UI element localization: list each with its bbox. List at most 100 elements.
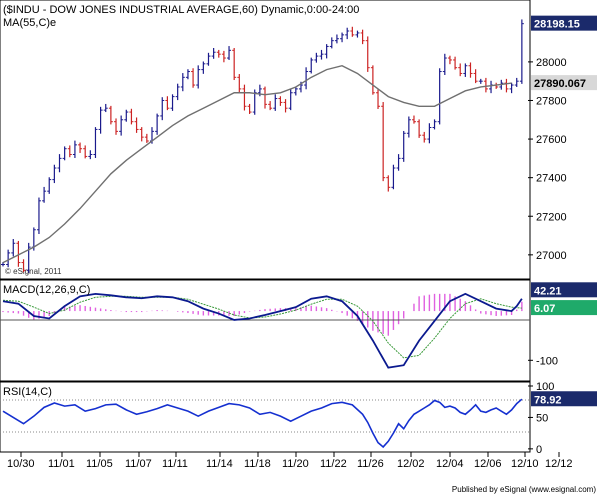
price-bar	[6, 249, 11, 268]
price-bar	[417, 119, 422, 138]
x-tick-label: 12/04	[436, 458, 464, 470]
x-tick-label: 11/05	[86, 458, 113, 470]
rsi-label: RSI(14,C)	[3, 386, 52, 398]
price-bar	[42, 186, 47, 203]
price-bar	[365, 36, 370, 72]
last-price-badge: 28198.15	[531, 15, 597, 31]
x-tick-label: 11/20	[282, 458, 309, 470]
price-bar	[278, 96, 283, 106]
price-bar	[201, 61, 206, 74]
price-bar	[221, 50, 226, 63]
price-bar	[273, 94, 278, 111]
price-bar	[340, 32, 345, 43]
price-bar	[314, 52, 319, 63]
price-bar	[422, 131, 427, 143]
svg-text:27890.067: 27890.067	[534, 78, 586, 90]
macd-panel: MACD(12,26,9,C) -100 42.21 6.07	[0, 279, 597, 382]
price-bar	[52, 164, 57, 184]
price-bar	[442, 53, 447, 76]
price-bar	[458, 63, 463, 77]
price-bar	[437, 68, 442, 125]
price-bar	[47, 177, 52, 194]
price-bar	[144, 133, 149, 143]
macd-value-badge: 42.21	[531, 282, 597, 298]
price-y-axis: 27000 27200 27400 27600 27800 28000	[528, 57, 567, 262]
price-bar	[206, 52, 211, 66]
macd-line	[2, 292, 523, 369]
rsi-tick-label: 100	[536, 381, 554, 393]
x-tick-label: 11/22	[320, 458, 347, 470]
price-bar	[62, 146, 67, 161]
price-bar	[386, 175, 391, 192]
price-bar	[473, 69, 478, 84]
price-bar	[114, 118, 119, 135]
rsi-line	[2, 398, 523, 449]
price-bar	[391, 164, 396, 190]
price-bar	[283, 99, 288, 113]
price-bar	[304, 67, 309, 90]
svg-text:78.92: 78.92	[534, 394, 562, 406]
price-bar	[355, 30, 360, 38]
price-bar	[170, 94, 175, 111]
price-bar	[411, 115, 416, 124]
price-tick-label: 27200	[536, 211, 567, 223]
price-bar	[88, 150, 93, 160]
rsi-value-badge: 78.92	[531, 391, 597, 407]
x-tick-label: 12/02	[397, 458, 425, 470]
price-bar	[155, 113, 160, 135]
price-bar	[72, 140, 77, 158]
price-bar	[329, 37, 334, 49]
svg-text:28198.15: 28198.15	[534, 19, 580, 31]
price-bar	[483, 77, 488, 93]
price-bar	[134, 117, 139, 133]
ma-value-badge: 27890.067	[531, 75, 597, 91]
price-bar	[288, 88, 293, 111]
price-bar	[268, 101, 273, 111]
price-bar	[227, 46, 232, 60]
price-bar	[78, 142, 83, 153]
price-bar	[370, 65, 375, 95]
price-bar	[26, 242, 31, 273]
price-bar	[196, 65, 201, 89]
rsi-badges: 78.92	[531, 391, 597, 407]
ma-label: MA(55,C)e	[3, 17, 56, 29]
price-bars	[1, 19, 524, 273]
macd-panel-frame	[0, 279, 531, 382]
price-bar	[263, 86, 267, 109]
watermark: © eSignal, 2011	[5, 267, 62, 276]
price-bar	[360, 29, 365, 45]
rsi-panel: RSI(14,C) 0 50 100 78.92	[0, 381, 597, 456]
price-bar	[396, 154, 401, 171]
x-tick-label: 10/30	[7, 458, 35, 470]
price-bar	[165, 96, 170, 111]
x-tick-label: 12/06	[474, 458, 502, 470]
price-bar	[350, 26, 355, 37]
price-bar	[509, 82, 514, 94]
x-tick-label: 11/07	[125, 458, 152, 470]
price-bar	[463, 63, 468, 77]
x-tick-label: 11/14	[206, 458, 233, 470]
macd-label: MACD(12,26,9,C)	[3, 284, 90, 296]
signal-value-badge: 6.07	[531, 300, 597, 316]
price-bar	[1, 262, 5, 267]
price-bar	[478, 78, 483, 84]
price-bar	[293, 86, 298, 96]
price-bar	[381, 102, 386, 182]
price-bar	[514, 77, 519, 87]
x-tick-label: 11/26	[357, 458, 384, 470]
price-bar	[324, 44, 329, 59]
price-bar	[237, 74, 242, 93]
price-bar	[160, 97, 165, 121]
price-bar	[191, 68, 196, 88]
price-bar	[242, 84, 247, 111]
x-axis: 10/30 11/01 11/05 11/07 11/11 11/14 11/18 11/20…	[7, 452, 573, 470]
x-tick-label: 11/18	[244, 458, 271, 470]
x-tick-label: 11/01	[48, 458, 75, 470]
price-bar	[103, 103, 108, 113]
rsi-panel-frame	[0, 381, 531, 453]
price-bar	[119, 115, 124, 136]
price-bar	[309, 57, 314, 74]
price-bar	[447, 55, 452, 65]
price-bar	[376, 89, 381, 109]
price-panel: ($INDU - DOW JONES INDUSTRIAL AVERAGE,60…	[0, 0, 597, 280]
